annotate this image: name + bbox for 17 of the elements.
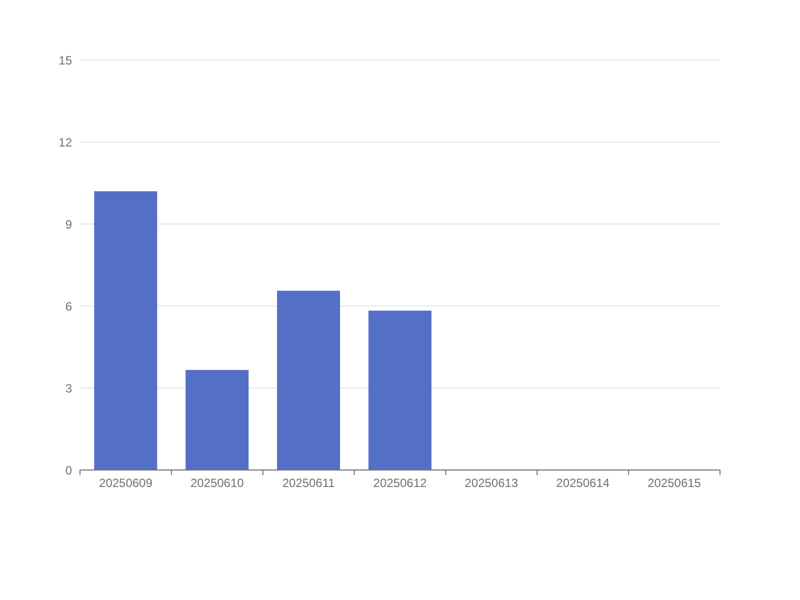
y-tick-label: 6 — [65, 299, 72, 314]
bar — [94, 191, 158, 470]
bar — [368, 310, 432, 470]
x-tick-label: 20250612 — [373, 476, 428, 490]
y-tick-label: 15 — [58, 53, 72, 68]
y-tick-label: 3 — [65, 381, 72, 396]
bar — [186, 370, 249, 470]
x-tick-label: 20250609 — [99, 476, 153, 490]
x-tick-label: 20250614 — [556, 476, 610, 490]
y-tick-label: 9 — [65, 217, 72, 232]
x-tick-label: 20250610 — [190, 476, 244, 490]
x-tick-label: 20250611 — [282, 476, 336, 490]
y-tick-label: 0 — [65, 463, 72, 478]
x-tick-label: 20250615 — [648, 476, 702, 490]
x-tick-label: 20250613 — [464, 476, 518, 490]
y-tick-label: 12 — [58, 135, 72, 150]
bar — [277, 290, 340, 470]
